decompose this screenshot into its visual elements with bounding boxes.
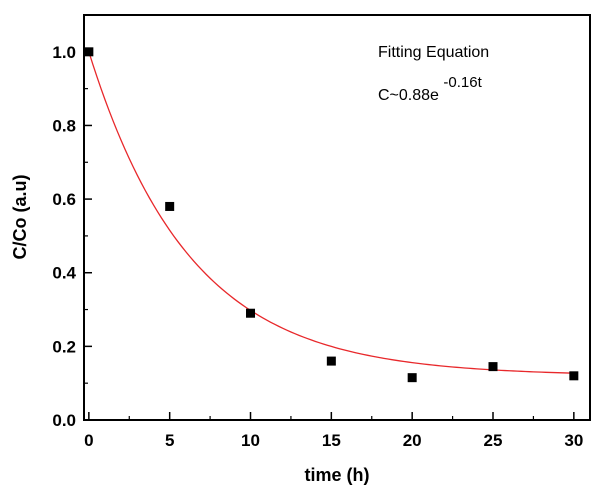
x-tick-label: 15 [322, 431, 341, 450]
data-point [326, 356, 336, 366]
plot-frame [83, 14, 591, 421]
annotation-title: Fitting Equation [378, 44, 489, 61]
y-axis-title: C/Co (a.u) [10, 175, 30, 260]
equation-exponent: -0.16t [443, 74, 482, 91]
y-tick-label: 0.8 [52, 116, 76, 135]
tick-group [84, 51, 575, 421]
x-tick-label: 20 [403, 431, 422, 450]
y-tick-label: 0.4 [52, 264, 76, 283]
x-axis-title: time (h) [305, 465, 370, 485]
x-tick-label: 0 [84, 431, 93, 450]
equation-base: C~0.88e [378, 87, 439, 104]
y-tick-label: 0.0 [52, 411, 76, 430]
data-point [246, 308, 256, 318]
x-tick-label: 25 [484, 431, 503, 450]
x-tick-label: 30 [564, 431, 583, 450]
y-tick-label: 0.6 [52, 190, 76, 209]
x-tick-label: 5 [165, 431, 174, 450]
annotation-equation: C~0.88e -0.16t [378, 74, 483, 104]
data-point [165, 201, 175, 211]
data-points [84, 47, 579, 383]
data-point [407, 373, 417, 383]
y-tick-label: 1.0 [52, 43, 76, 62]
fit-curve [88, 51, 574, 374]
x-tick-label: 10 [241, 431, 260, 450]
y-tick-label: 0.2 [52, 337, 76, 356]
data-point [84, 47, 94, 57]
tick-label-group: 0 5 10 15 20 25 30 0.0 0.2 0.4 0.6 0.8 1.0 [52, 43, 583, 450]
data-point [569, 371, 579, 381]
data-point [488, 362, 498, 372]
